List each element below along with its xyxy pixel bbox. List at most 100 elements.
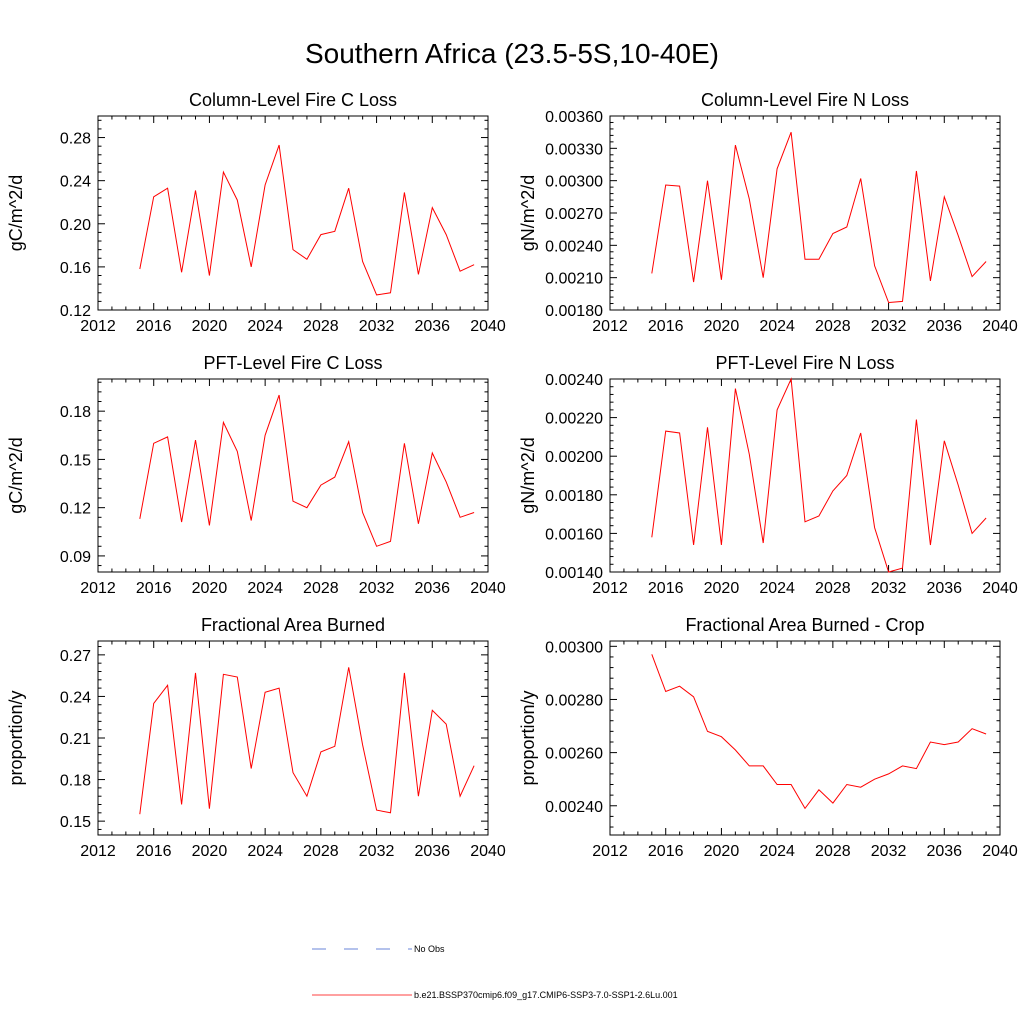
y-tick-label: 0.24 xyxy=(60,174,91,191)
x-tick-label: 2036 xyxy=(926,318,962,335)
y-tick-label: 0.28 xyxy=(60,131,91,148)
series-line xyxy=(651,654,987,810)
x-tick-label: 2028 xyxy=(303,843,339,860)
y-axis-label: gN/m^2/d xyxy=(518,175,538,251)
chart-panel-4: 2012 2016 2020 2024 2028 2032 2036 2040 0.00140 0… xyxy=(518,353,1018,597)
x-tick-label: 2020 xyxy=(192,318,228,335)
y-tick-label: 0.00210 xyxy=(545,271,603,288)
x-tick-label: 2020 xyxy=(192,580,228,597)
x-tick-label: 2040 xyxy=(470,580,506,597)
x-tick-label: 2032 xyxy=(871,843,907,860)
plot-frame xyxy=(97,378,489,573)
x-tick-label: 2032 xyxy=(871,318,907,335)
x-tick-label: 2016 xyxy=(136,843,172,860)
x-tick-label: 2028 xyxy=(815,318,851,335)
y-tick-label: 0.00180 xyxy=(545,303,603,320)
y-axis-label: proportion/y xyxy=(518,690,538,785)
legend-model-swatch xyxy=(312,994,412,996)
x-tick-label: 2012 xyxy=(80,843,116,860)
chart-panel-6: 2012 2016 2020 2024 2028 2032 2036 2040 0.00240 0… xyxy=(518,615,1018,860)
x-tick-label: 2020 xyxy=(192,843,228,860)
x-tick-label: 2020 xyxy=(704,580,740,597)
plot-frame xyxy=(609,378,1001,573)
x-tick-label: 2020 xyxy=(704,843,740,860)
legend-model-label: b.e21.BSSP370cmip6.f09_g17.CMIP6-SSP3-7.… xyxy=(414,990,678,1000)
panel-title: PFT-Level Fire C Loss xyxy=(203,353,382,373)
y-tick-label: 0.00240 xyxy=(545,238,603,255)
y-tick-label: 0.00300 xyxy=(545,174,603,191)
y-tick-label: 0.12 xyxy=(60,303,91,320)
y-tick-label: 0.00200 xyxy=(545,449,603,466)
x-tick-label: 2012 xyxy=(592,318,628,335)
panel-title: Fractional Area Burned - Crop xyxy=(685,615,924,635)
y-tick-label: 0.00240 xyxy=(545,799,603,816)
x-tick-label: 2016 xyxy=(648,318,684,335)
x-tick-label: 2032 xyxy=(871,580,907,597)
y-tick-label: 0.18 xyxy=(60,773,91,790)
x-tick-label: 2036 xyxy=(926,843,962,860)
y-tick-label: 0.16 xyxy=(60,260,91,277)
x-tick-label: 2024 xyxy=(247,580,283,597)
chart-panel-2: 2012 2016 2020 2024 2028 2032 2036 2040 0.00180 0… xyxy=(518,90,1018,335)
chart-panel-3: 2012 2016 2020 2024 2028 2032 2036 2040 0.09 0.12… xyxy=(6,353,506,597)
x-tick-label: 2028 xyxy=(303,318,339,335)
y-tick-label: 0.00300 xyxy=(545,639,603,656)
x-tick-label: 2032 xyxy=(359,580,395,597)
y-axis-label: gN/m^2/d xyxy=(518,437,538,513)
x-tick-label: 2036 xyxy=(414,580,450,597)
y-tick-label: 0.27 xyxy=(60,648,91,665)
panel-title: Column-Level Fire N Loss xyxy=(701,90,909,110)
y-tick-label: 0.12 xyxy=(60,501,91,518)
plot-frame xyxy=(609,640,1001,836)
y-tick-label: 0.00280 xyxy=(545,692,603,709)
panel-title: Fractional Area Burned xyxy=(201,615,385,635)
chart-panel-1: 2012 2016 2020 2024 2028 2032 2036 2040 0.12 0.16… xyxy=(6,90,506,335)
y-tick-label: 0.09 xyxy=(60,549,91,566)
y-axis-label: gC/m^2/d xyxy=(6,175,26,251)
y-tick-label: 0.00330 xyxy=(545,141,603,158)
y-tick-label: 0.20 xyxy=(60,217,91,234)
series-line xyxy=(139,667,475,815)
legend-obs-label: No Obs xyxy=(414,944,445,954)
x-tick-label: 2040 xyxy=(470,318,506,335)
y-tick-label: 0.00240 xyxy=(545,372,603,389)
y-tick-label: 0.00180 xyxy=(545,488,603,505)
y-tick-label: 0.00270 xyxy=(545,206,603,223)
x-tick-label: 2036 xyxy=(414,843,450,860)
page-title: Southern Africa (23.5-5S,10-40E) xyxy=(304,38,719,69)
y-axis-label: proportion/y xyxy=(6,690,26,785)
y-tick-label: 0.18 xyxy=(60,404,91,421)
plot-frame xyxy=(97,115,489,311)
y-axis-label: gC/m^2/d xyxy=(6,437,26,513)
x-tick-label: 2024 xyxy=(759,580,795,597)
x-tick-label: 2016 xyxy=(136,580,172,597)
panel-title: Column-Level Fire C Loss xyxy=(189,90,397,110)
y-tick-label: 0.21 xyxy=(60,731,91,748)
x-tick-label: 2036 xyxy=(414,318,450,335)
x-tick-label: 2012 xyxy=(592,843,628,860)
x-tick-label: 2024 xyxy=(247,843,283,860)
series-line xyxy=(139,144,475,296)
x-tick-label: 2016 xyxy=(648,580,684,597)
y-tick-label: 0.00160 xyxy=(545,526,603,543)
x-tick-label: 2024 xyxy=(247,318,283,335)
y-tick-label: 0.15 xyxy=(60,452,91,469)
panel-title: PFT-Level Fire N Loss xyxy=(715,353,894,373)
x-tick-label: 2028 xyxy=(815,843,851,860)
y-tick-label: 0.24 xyxy=(60,689,91,706)
y-tick-label: 0.00140 xyxy=(545,565,603,582)
x-tick-label: 2024 xyxy=(759,843,795,860)
x-tick-label: 2040 xyxy=(470,843,506,860)
y-tick-label: 0.00260 xyxy=(545,746,603,763)
x-tick-label: 2040 xyxy=(982,580,1018,597)
x-tick-label: 2040 xyxy=(982,318,1018,335)
x-tick-label: 2036 xyxy=(926,580,962,597)
x-tick-label: 2016 xyxy=(648,843,684,860)
x-tick-label: 2020 xyxy=(704,318,740,335)
x-tick-label: 2032 xyxy=(359,843,395,860)
x-tick-label: 2012 xyxy=(80,318,116,335)
y-tick-label: 0.15 xyxy=(60,814,91,831)
y-tick-label: 0.00220 xyxy=(545,411,603,428)
x-tick-label: 2032 xyxy=(359,318,395,335)
